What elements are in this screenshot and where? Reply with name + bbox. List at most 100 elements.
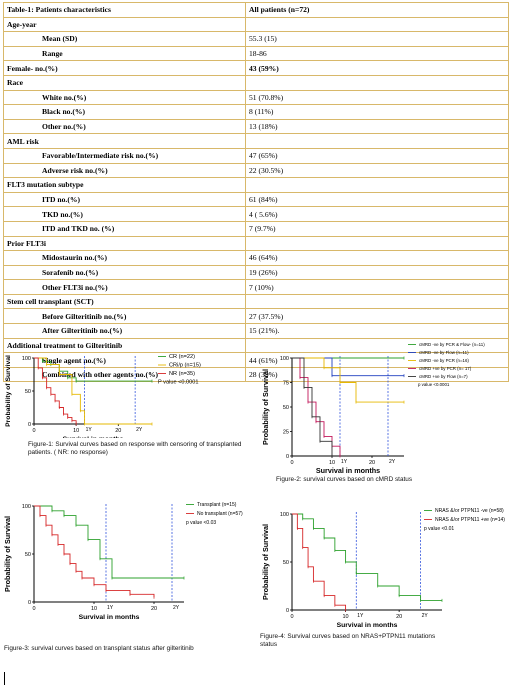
y-axis-label: Probability of Survival — [5, 355, 12, 427]
figure-2-caption: Figure-2: survival curves based on cMRD … — [276, 476, 413, 483]
legend-label: cMRD -ve by Flow (n=11) — [419, 350, 469, 355]
figure-4-chart: 0 50 100 0 10 20 1Y 2Y Probability of Survival Su… — [261, 508, 505, 629]
x-tick-label: 20 — [396, 614, 402, 620]
x-axis-label: Survival in months — [63, 436, 124, 438]
legend-label: cMRD +ve by PCR (n= 17) — [419, 366, 472, 371]
row-value: 18-86 — [245, 45, 509, 62]
row-label: Range — [3, 45, 246, 62]
reference-line-label: 2Y — [136, 427, 143, 433]
row-label: Prior FLT3i — [3, 235, 246, 252]
table-header-row: Table-1: Patients characteristics All pat… — [3, 2, 509, 18]
row-value — [245, 293, 509, 310]
row-value: 13 (18%) — [245, 118, 509, 135]
y-axis-label: Probability of Survival — [261, 369, 270, 445]
table-row: Midostaurin no.(%) 46 (64%) — [3, 250, 509, 266]
y-tick-label: 25 — [283, 430, 289, 436]
table-row: ITD and TKD no. (%) 7 (9.7%) — [3, 220, 509, 237]
row-label: Race — [3, 74, 246, 91]
row-label: ITD no.(%) — [3, 191, 246, 208]
row-label: TKD no.(%) — [3, 206, 246, 222]
x-tick-label: 10 — [329, 460, 335, 466]
row-label: Stem cell transplant (SCT) — [3, 293, 246, 310]
row-value: 47 (65%) — [245, 147, 509, 164]
row-label: AML risk — [3, 133, 246, 149]
x-tick-label: 0 — [290, 460, 293, 466]
table-row: Stem cell transplant (SCT) — [3, 293, 509, 310]
x-tick-label: 10 — [343, 614, 349, 620]
table-row: Black no.(%) 8 (11%) — [3, 104, 509, 120]
table-header-cell: All patients (n=72) — [245, 2, 509, 18]
figure-4-caption: Figure-4: Survival curves based on NRAS+… — [260, 633, 436, 648]
y-tick-label: 100 — [22, 504, 31, 510]
reference-line-label: 1Y — [341, 459, 348, 465]
y-tick-label: 0 — [286, 454, 289, 460]
row-value: 28 (39%) — [245, 366, 509, 383]
row-label: Midostaurin no.(%) — [3, 250, 246, 266]
row-label: Other no.(%) — [3, 118, 246, 135]
row-value: 7 (9.7%) — [245, 220, 509, 237]
table-row: Age-year — [3, 16, 509, 33]
x-tick-label: 0 — [290, 614, 293, 620]
row-label: ITD and TKD no. (%) — [3, 220, 246, 237]
x-axis-label: Survival in months — [79, 614, 140, 621]
x-tick-label: 0 — [32, 428, 35, 434]
table-row: AML risk — [3, 133, 509, 149]
legend-label: CRi/p (n=15) — [169, 363, 201, 369]
figure-1-chart: 0 50 100 0 10 20 1Y 2Y Probability of Survival Su… — [5, 354, 201, 438]
legend-label: NR (n=35) — [169, 371, 195, 377]
survival-curve — [292, 513, 442, 601]
y-tick-label: 50 — [25, 552, 31, 558]
row-value — [245, 177, 509, 193]
legend-label: cMRD -ve by PCR & Flow- (n=11) — [419, 342, 485, 347]
row-value: 8 (11%) — [245, 104, 509, 120]
x-tick-label: 10 — [91, 606, 97, 612]
x-axis-label: Survival in months — [316, 466, 380, 475]
legend-label: Transplant (n=15) — [197, 502, 237, 508]
table-row: Race — [3, 74, 509, 91]
survival-curve — [34, 357, 152, 382]
table-header-cell: Table-1: Patients characteristics — [3, 2, 246, 18]
x-tick-label: 20 — [115, 428, 121, 434]
y-tick-label: 75 — [283, 381, 289, 387]
table-row: FLT3 mutation subtype — [3, 177, 509, 193]
figure-1-caption: Figure-1: Survival curves based on respo… — [28, 441, 242, 456]
figure-2-chart: 0 25 50 75 100 0 10 20 1Y 2Y Probability of Surviv… — [261, 342, 485, 475]
survival-curve — [34, 357, 77, 424]
survival-curve — [292, 357, 341, 456]
reference-line-label: 1Y — [357, 613, 364, 619]
row-label: Other FLT3i no.(%) — [3, 279, 246, 295]
survival-curve — [34, 505, 184, 579]
row-value: 19 (26%) — [245, 264, 509, 281]
figure-3-chart: 0 50 100 0 10 20 1Y 2Y Probability of Survival Su… — [3, 502, 243, 621]
row-label: After Gilteritinib no.(%) — [3, 323, 246, 339]
row-value: 22 (30.5%) — [245, 162, 509, 179]
table-row: Range 18-86 — [3, 45, 509, 62]
row-value — [245, 235, 509, 252]
table-row: White no.(%) 51 (70.8%) — [3, 89, 509, 106]
table-row: Mean (SD) 55.3 (15) — [3, 31, 509, 47]
table-row: After Gilteritinib no.(%) 15 (21%). — [3, 323, 509, 339]
table-row: Sorafenib no.(%) 19 (26%) — [3, 264, 509, 281]
row-value — [245, 16, 509, 33]
row-label: FLT3 mutation subtype — [3, 177, 246, 193]
table-row: TKD no.(%) 4 ( 5.6%) — [3, 206, 509, 222]
row-label: Age-year — [3, 16, 246, 33]
y-tick-label: 100 — [280, 512, 289, 518]
x-tick-label: 20 — [369, 460, 375, 466]
reference-line-label: 2Y — [389, 459, 396, 465]
survival-curve — [292, 357, 404, 377]
row-label: Mean (SD) — [3, 31, 246, 47]
survival-curve — [292, 357, 333, 456]
y-tick-label: 0 — [28, 600, 31, 606]
p-value-label: p value <0.01 — [424, 526, 454, 532]
table-row: Adverse risk no.(%) 22 (30.5%) — [3, 162, 509, 179]
legend-label: No transplant (n=57) — [197, 511, 243, 517]
reference-line-label: 1Y — [107, 605, 114, 611]
row-label: White no.(%) — [3, 89, 246, 106]
p-value-label: p value <0.0001 — [418, 382, 450, 387]
row-value: 46 (64%) — [245, 250, 509, 266]
legend-label: CR (n=22) — [169, 354, 195, 360]
x-tick-label: 0 — [32, 606, 35, 612]
row-label: Female- no.(%) — [3, 60, 246, 76]
row-label: Adverse risk no.(%) — [3, 162, 246, 179]
